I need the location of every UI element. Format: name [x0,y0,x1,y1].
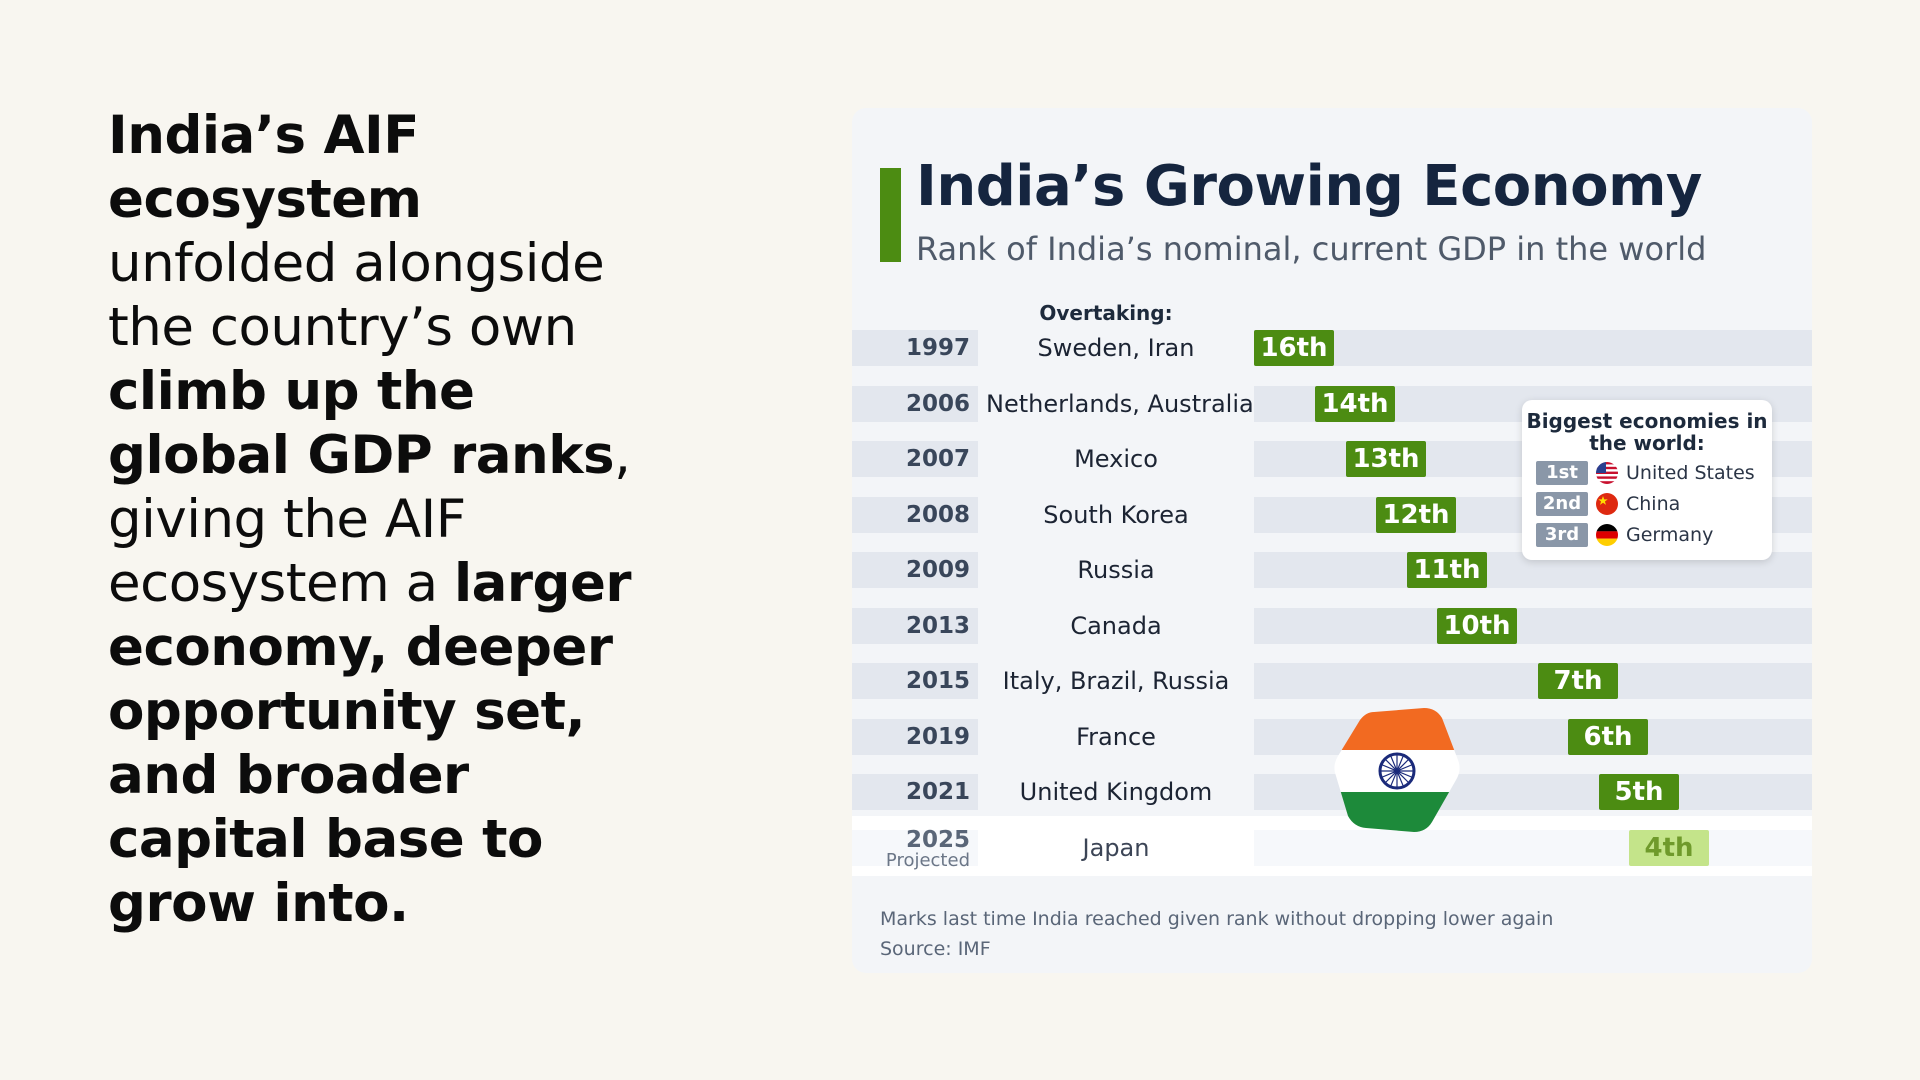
row-year: 1997 [905,335,970,361]
overtaking-header: Overtaking: [1039,301,1173,325]
legend-country: United States [1626,462,1755,484]
year-cell-bg [852,330,978,366]
chart-subtitle: Rank of India’s nominal, current GDP in … [916,230,1707,268]
legend-country: Germany [1626,524,1714,546]
india-flag-icon [1334,708,1460,832]
year-cell-bg [852,385,978,422]
germany-flag-icon [1596,524,1618,546]
row-overtaking: Russia [1077,556,1155,584]
row-overtaking: France [1076,722,1156,751]
us-flag-icon [1596,462,1618,484]
rank-row: 2013 Canada 10th [852,607,1812,644]
row-year: 2021 [905,779,970,805]
row-year: 2008 [905,501,970,528]
title-accent-bar [880,168,901,262]
rank-pill: 7th [1538,663,1618,699]
biggest-economies-legend: Biggest economies in the world: 1st Unit… [1522,400,1772,560]
rank-pill: 14th [1315,385,1395,422]
headline-segment: larger economy, deeper opportunity set, … [108,553,632,934]
row-overtaking: South Korea [1043,500,1189,529]
legend-rank-badge: 3rd [1536,523,1588,547]
rank-track [1254,330,1812,366]
legend-rank-badge: 2nd [1536,492,1588,516]
rank-pill: 10th [1437,607,1517,644]
row-overtaking: Italy, Brazil, Russia [1002,667,1230,695]
year-cell-bg [852,774,978,810]
rank-track [1254,607,1812,644]
rank-pill: 11th [1407,552,1487,588]
row-year-note: Projected [885,850,970,871]
row-year: 2007 [905,446,970,472]
headline-segment: India’s AIF ecosystem [108,105,422,230]
chart-title: India’s Growing Economy [916,154,1702,219]
rank-pill: 4th [1629,830,1709,866]
row-overtaking: Netherlands, Australia [986,389,1254,418]
row-overtaking: Canada [1070,611,1162,640]
row-year: 2025 [905,827,970,853]
legend-item: 1st United States [1536,460,1766,486]
year-cell-bg [852,607,978,644]
row-overtaking: Sweden, Iran [1037,334,1195,362]
row-year: 2006 [905,390,970,417]
headline: India’s AIF ecosystem unfolded alongside… [108,104,668,936]
year-cell-bg [852,830,978,866]
row-year: 2009 [905,557,970,583]
rank-track [1254,830,1812,866]
year-cell-bg [852,663,978,699]
row-overtaking: Japan [1082,834,1150,862]
headline-segment: climb up the global GDP ranks [108,361,615,486]
rank-pill: 13th [1346,441,1426,477]
legend-item: 2nd China [1536,491,1766,517]
year-cell-bg [852,718,978,755]
chart-footnote: Marks last time India reached given rank… [880,908,1554,930]
row-year: 2015 [905,668,970,694]
year-cell-bg [852,552,978,588]
row-year: 2013 [905,612,970,639]
rank-row: 1997 Sweden, Iran 16th [852,330,1812,366]
rank-pill: 16th [1254,330,1334,366]
headline-segment: , giving the AIF ecosystem a [108,425,631,614]
legend-country: China [1626,493,1681,515]
chart-source: Source: IMF [880,938,991,960]
china-flag-icon [1596,493,1618,515]
rank-row: 2025 Projected Japan 4th [852,827,1812,871]
legend-item: 3rd Germany [1536,522,1766,548]
row-overtaking: Mexico [1074,445,1158,473]
rank-pill: 5th [1599,774,1679,810]
year-cell-bg [852,441,978,477]
rank-row: 2015 Italy, Brazil, Russia 7th [852,663,1812,699]
row-year: 2019 [905,723,970,750]
year-cell-bg [852,496,978,533]
row-overtaking: United Kingdom [1019,778,1213,806]
chart-card: India’s Growing Economy Rank of India’s … [852,108,1812,973]
headline-segment: unfolded alongside the country’s own [108,233,605,358]
legend-rank-badge: 1st [1536,461,1588,485]
legend-title: Biggest economies in the world: [1526,409,1768,455]
rank-pill: 6th [1568,718,1648,755]
rank-pill: 12th [1376,496,1456,533]
rank-track [1254,663,1812,699]
